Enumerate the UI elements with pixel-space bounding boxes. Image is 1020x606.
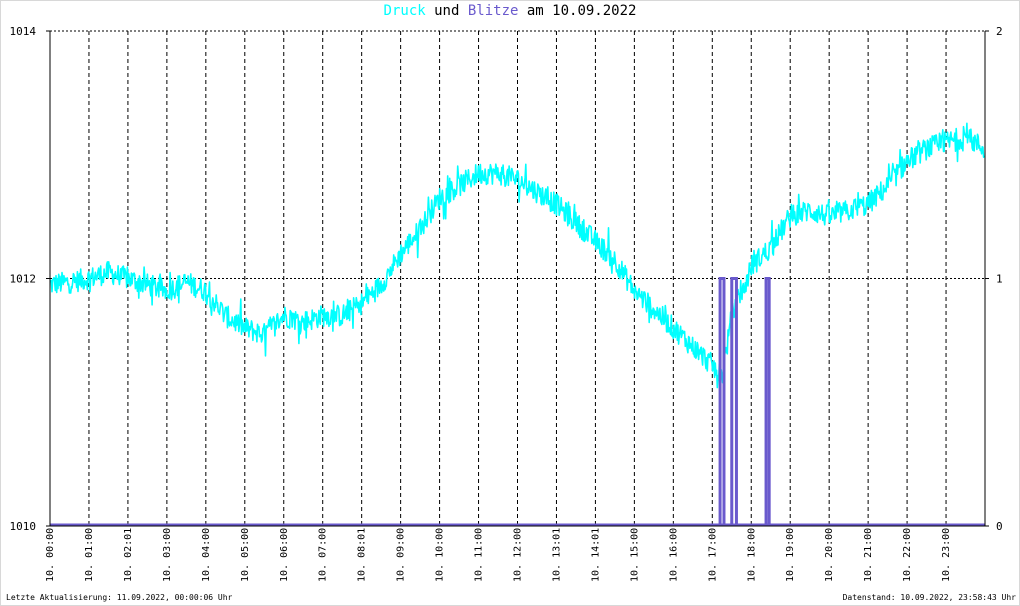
x-tick-label: 10. 02:01 xyxy=(123,528,134,582)
x-tick-label: 10. 19:00 xyxy=(785,528,796,582)
x-tick-label: 10. 04:00 xyxy=(201,528,212,582)
x-tick-label: 10. 07:00 xyxy=(318,528,329,582)
x-tick-label: 10. 22:00 xyxy=(902,528,913,582)
y-left-tick-label: 1012 xyxy=(10,273,37,286)
blitze-spike xyxy=(730,277,738,526)
blitze-spike xyxy=(764,277,771,526)
x-tick-label: 10. 16:00 xyxy=(668,528,679,582)
y-right-tick-label: 1 xyxy=(996,273,1003,286)
x-tick-label: 10. 05:00 xyxy=(240,528,251,582)
x-tick-label: 10. 15:00 xyxy=(629,528,640,582)
series-druck xyxy=(49,122,985,389)
title-date: am 10.09.2022 xyxy=(518,3,637,19)
x-tick-label: 10. 08:01 xyxy=(357,528,368,582)
x-tick-label: 10. 10:00 xyxy=(435,528,446,582)
x-tick-label: 10. 00:00 xyxy=(45,528,56,582)
x-tick-label: 10. 20:00 xyxy=(824,528,835,582)
x-tick-label: 10. 14:01 xyxy=(590,528,601,582)
y-left-tick-label: 1014 xyxy=(10,25,37,38)
title-druck: Druck xyxy=(383,3,426,19)
y-left-tick-label: 1010 xyxy=(10,520,37,533)
blitze-spike xyxy=(718,277,726,526)
title-blitze: Blitze xyxy=(467,3,519,19)
x-tick-label: 10. 13:01 xyxy=(551,528,562,582)
data-status-text: Datenstand: 10.09.2022, 23:58:43 Uhr xyxy=(842,593,1016,602)
y-right-tick-label: 0 xyxy=(996,520,1003,533)
axes xyxy=(49,30,986,527)
x-tick-label: 10. 11:00 xyxy=(474,528,485,582)
x-tick-label: 10. 03:00 xyxy=(162,528,173,582)
x-tick-label: 10. 01:00 xyxy=(84,528,95,582)
series-blitze xyxy=(50,277,985,527)
y-axis-right: 0 1 2 xyxy=(985,25,1003,533)
x-axis-labels: 10. 00:00 10. 01:00 10. 02:01 10. 03:00 10. … xyxy=(45,528,952,582)
druck-line xyxy=(49,122,985,389)
x-tick-label: 10. 23:00 xyxy=(941,528,952,582)
x-tick-label: 10. 09:00 xyxy=(396,528,407,582)
y-right-tick-label: 2 xyxy=(996,25,1003,38)
title-und: und xyxy=(425,3,468,19)
last-update-text: Letzte Aktualisierung: 11.09.2022, 00:00… xyxy=(6,593,233,602)
chart-title: Druck und Blitze am 10.09.2022 xyxy=(0,3,1020,19)
x-tick-label: 10. 17:00 xyxy=(707,528,718,582)
x-tick-label: 10. 06:00 xyxy=(279,528,290,582)
y-axis-left: 1010 1012 1014 xyxy=(10,25,50,533)
x-tick-label: 10. 21:00 xyxy=(863,528,874,582)
x-tick-label: 10. 18:00 xyxy=(746,528,757,582)
x-tick-label: 10. 12:00 xyxy=(513,528,524,582)
